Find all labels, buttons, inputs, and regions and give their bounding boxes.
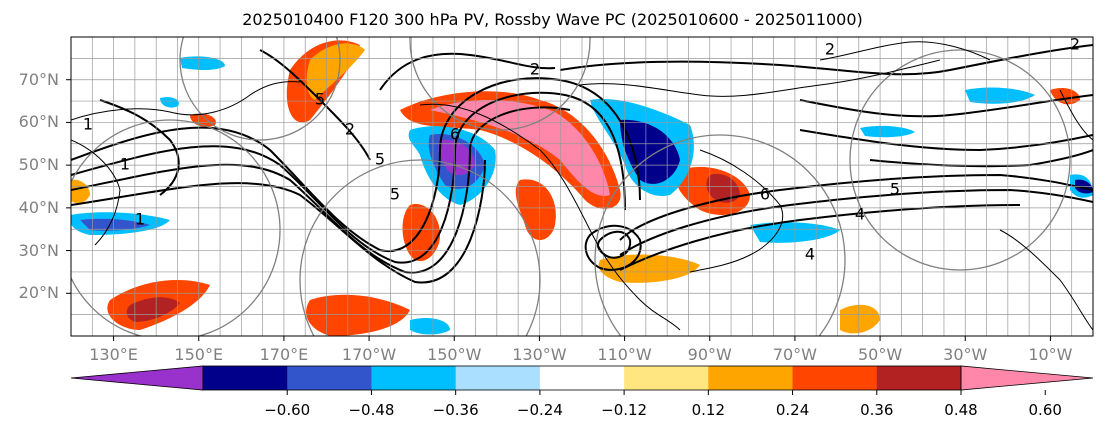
pv-anomaly-shading xyxy=(71,40,1093,336)
colorbar-segment xyxy=(539,366,625,390)
pv-contours xyxy=(71,44,1093,284)
colorbar-tick-label: 0.36 xyxy=(860,401,894,419)
contour-label: 5 xyxy=(390,185,400,204)
lon-label: 150°E xyxy=(174,345,224,364)
colorbar-tick-label: −0.48 xyxy=(348,401,395,419)
lat-label: 60°N xyxy=(18,112,59,132)
colorbar-segment xyxy=(287,366,372,390)
colorbar-segment xyxy=(876,366,962,390)
contour-label: 5 xyxy=(890,180,900,199)
contour-label: 2 xyxy=(345,120,355,139)
lon-label: 70°W xyxy=(772,345,817,364)
colorbar-tick-label: −0.12 xyxy=(601,401,648,419)
colorbar-tick-label: −0.36 xyxy=(432,401,479,419)
contour-label: 2 xyxy=(825,40,835,59)
contour-label: 6 xyxy=(760,185,770,204)
map-frame xyxy=(70,36,1094,337)
colorbar-segment xyxy=(203,366,288,390)
colorbar-tick-label: 0.48 xyxy=(944,401,978,419)
lon-label: 130°W xyxy=(512,345,567,364)
contour-label: 5 xyxy=(375,150,385,169)
colorbar-segment xyxy=(371,366,457,390)
contour-label: 2 xyxy=(1070,35,1080,54)
lat-label: 20°N xyxy=(18,283,59,303)
colorbar-segment xyxy=(792,366,878,390)
colorbar-tick-label: 0.12 xyxy=(691,401,726,419)
lat-label: 30°N xyxy=(18,240,59,260)
contour-label: 1 xyxy=(83,115,93,134)
lon-label: 130°E xyxy=(89,345,138,364)
colorbar-tick-label: 0.24 xyxy=(775,401,810,419)
lat-label: 70°N xyxy=(18,69,59,89)
lat-lon-grid xyxy=(71,37,1093,336)
lon-label: 10°W xyxy=(1028,345,1073,364)
lon-label: 90°W xyxy=(687,345,732,364)
contour-label: 1 xyxy=(120,155,130,174)
colorbar-segment xyxy=(624,366,709,390)
colorbar-tick-label: −0.24 xyxy=(516,401,563,419)
colorbar-extend-high xyxy=(960,365,1094,391)
lon-label: 170°W xyxy=(341,345,397,364)
colorbar xyxy=(70,365,1094,395)
lat-label: 40°N xyxy=(18,197,59,217)
lat-label: 50°N xyxy=(18,155,59,175)
wave-circles xyxy=(71,37,1071,336)
coastlines xyxy=(71,41,1093,331)
colorbar-extend-low xyxy=(70,365,204,391)
colorbar-outline xyxy=(202,365,962,391)
colorbar-segment xyxy=(708,366,794,390)
contour-label: 2 xyxy=(530,60,540,79)
lon-label: 50°W xyxy=(857,345,903,364)
contour-label: 5 xyxy=(315,90,325,109)
colorbar-tick-label: −0.60 xyxy=(264,401,311,419)
contour-label: 1 xyxy=(135,210,145,229)
axis-ticks xyxy=(66,79,1051,341)
map-title: 2025010400 F120 300 hPa PV, Rossby Wave … xyxy=(242,10,863,29)
colorbar-segment xyxy=(455,366,541,390)
contour-label: 4 xyxy=(805,245,815,264)
lon-label: 30°W xyxy=(943,345,988,364)
lon-label: 150°W xyxy=(427,345,482,364)
lon-label: 110°W xyxy=(597,345,652,364)
contour-label: 6 xyxy=(450,125,460,144)
contour-label: 4 xyxy=(855,205,865,224)
lon-label: 170°E xyxy=(259,345,309,364)
colorbar-tick-label: 0.60 xyxy=(1028,401,1062,419)
